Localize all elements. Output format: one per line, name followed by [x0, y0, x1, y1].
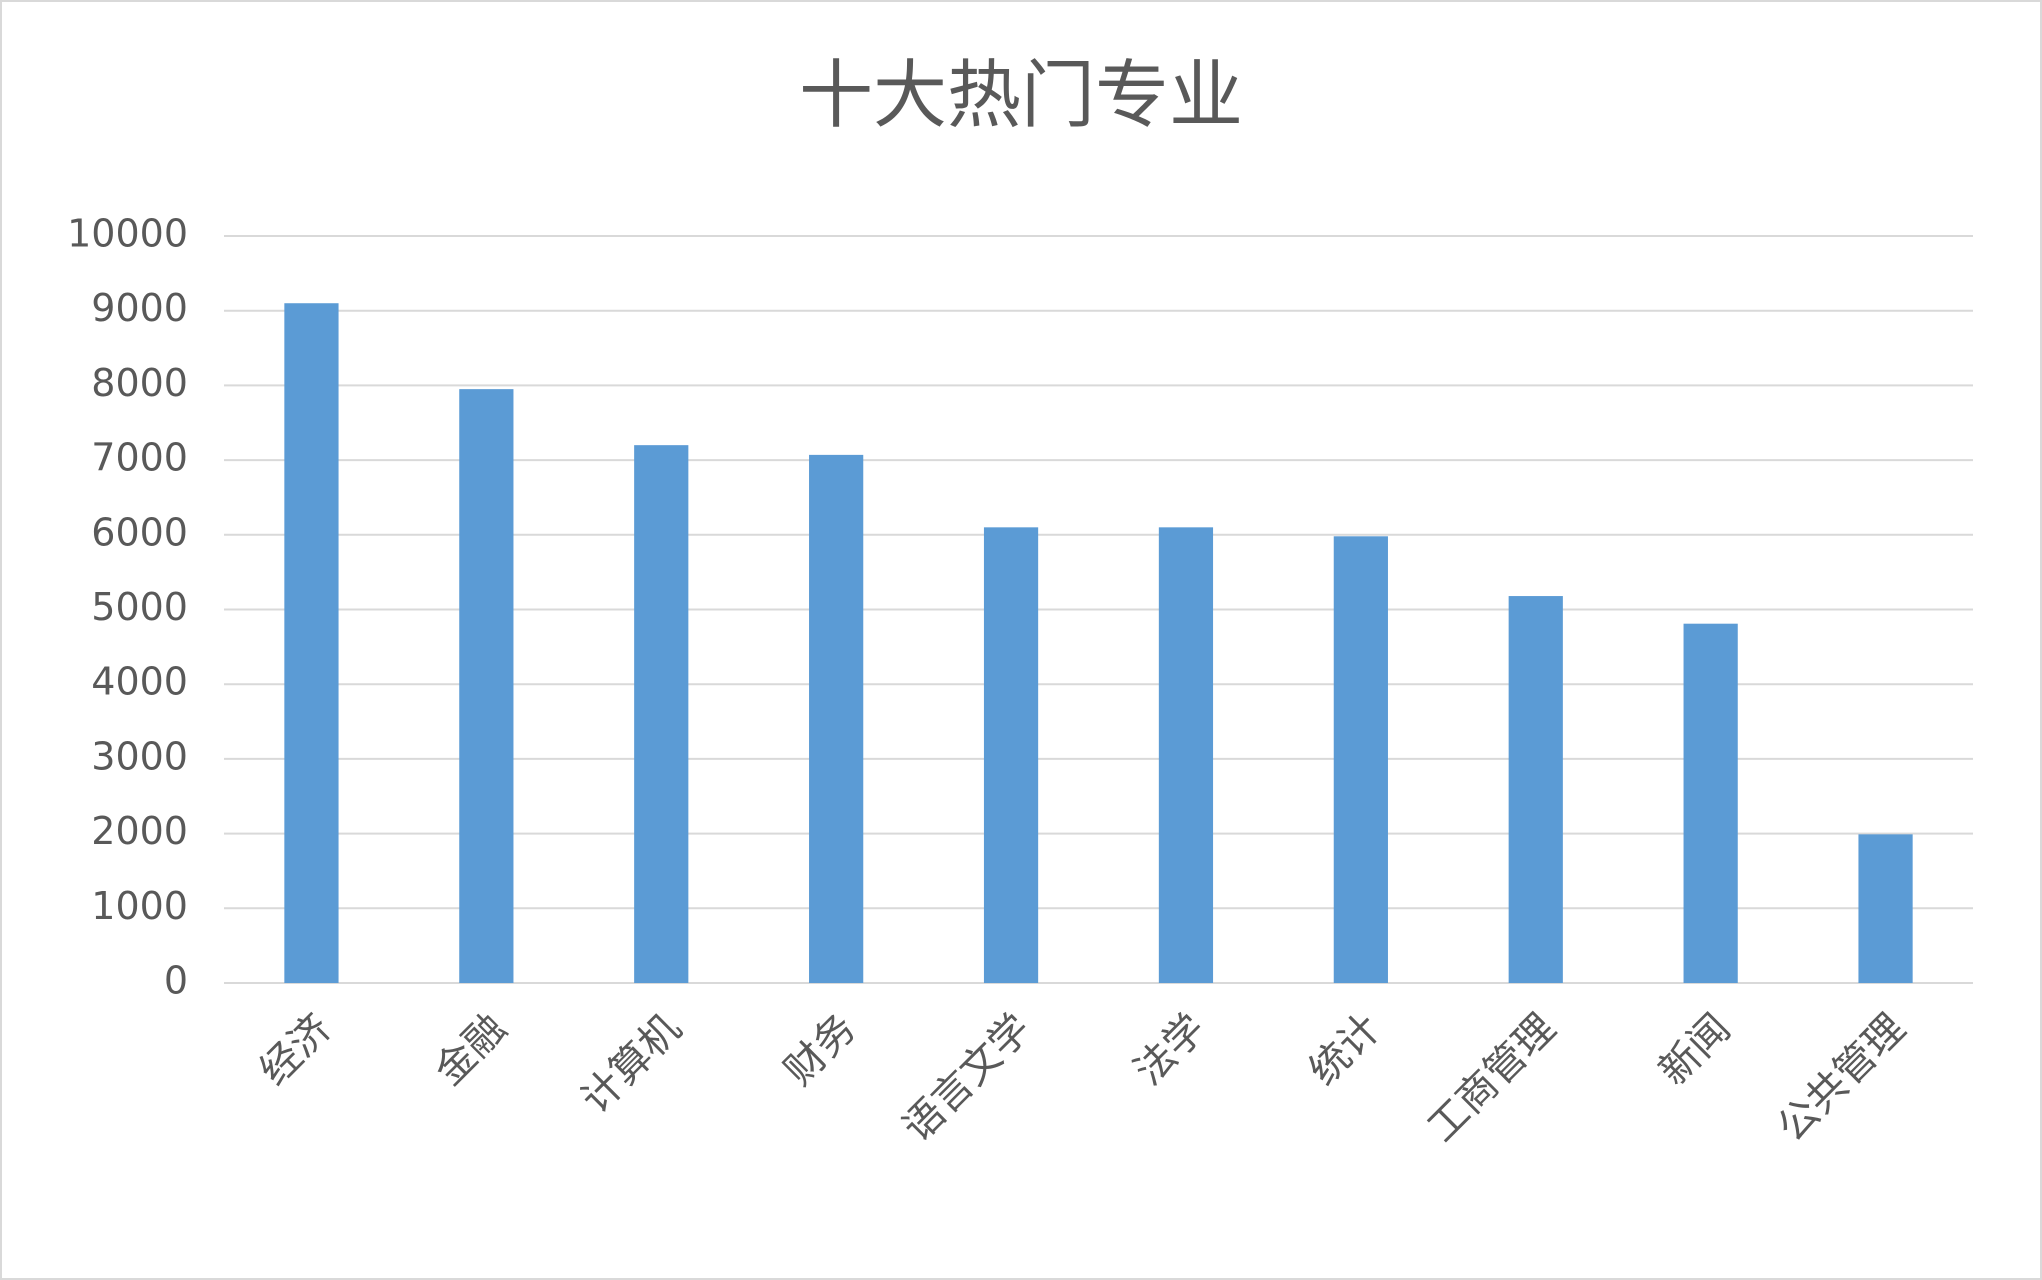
- bar: [1683, 623, 1738, 983]
- y-tick-label: 6000: [91, 510, 188, 554]
- y-tick-label: 1000: [91, 884, 188, 928]
- y-tick-label: 5000: [91, 585, 188, 629]
- y-tick-label: 3000: [91, 734, 188, 778]
- bar: [1158, 527, 1214, 983]
- y-tick-label: 8000: [91, 361, 188, 405]
- y-tick-label: 7000: [91, 436, 188, 480]
- bar: [459, 389, 514, 983]
- bar: [809, 454, 864, 984]
- y-tick-label: 10000: [67, 212, 188, 256]
- bar: [983, 527, 1039, 983]
- y-tick-label: 9000: [91, 286, 188, 330]
- chart-title: 十大热门专业: [799, 53, 1243, 139]
- y-tick-label: 4000: [91, 660, 188, 704]
- y-tick-label: 0: [164, 959, 188, 1003]
- bar: [1508, 596, 1563, 983]
- bar: [1858, 834, 1913, 983]
- bar: [284, 303, 339, 984]
- bar: [634, 445, 689, 983]
- y-tick-label: 2000: [91, 809, 188, 853]
- bar: [1333, 536, 1388, 983]
